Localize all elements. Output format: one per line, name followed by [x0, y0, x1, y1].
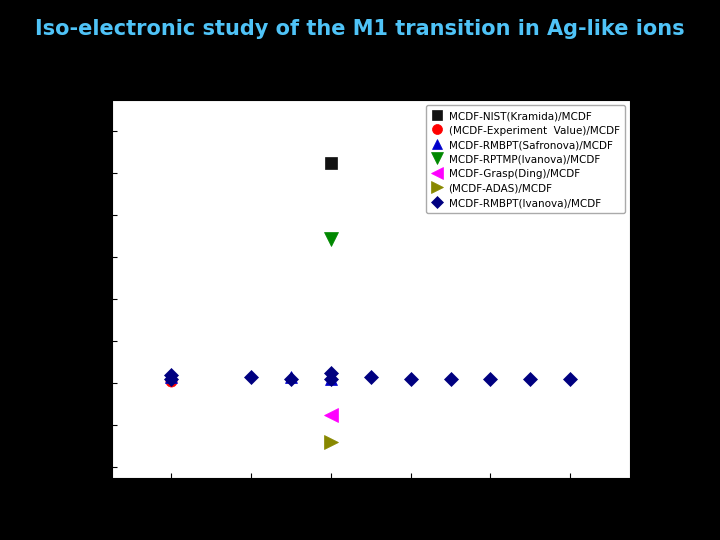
- MCDF-RMBPT(Ivanova)/MCDF: [167, 372, 176, 378]
- Text: Iso-electronic study of the M1 transition in Ag-like ions: Iso-electronic study of the M1 transitio…: [35, 19, 685, 39]
- MCDF-RMBPT(Ivanova)/MCDF: [287, 376, 295, 382]
- MCDF-RMBPT(Safronova)/MCDF: [287, 374, 295, 380]
- MCDF-RMBPT(Ivanova)/MCDF: [327, 370, 336, 376]
- Y-axis label: (MCDF-other value)/MCDF: (MCDF-other value)/MCDF: [48, 190, 63, 388]
- MCDF-RMBPT(Ivanova)/MCDF: [566, 376, 575, 382]
- MCDF-RMBPT(Ivanova)/MCDF: [486, 376, 495, 382]
- MCDF-RMBPT(Ivanova)/MCDF: [446, 376, 455, 382]
- MCDF-RMBPT(Ivanova)/MCDF: [327, 376, 336, 382]
- Line: MCDF-RMBPT(Ivanova)/MCDF: MCDF-RMBPT(Ivanova)/MCDF: [166, 368, 575, 384]
- X-axis label: Z: Z: [366, 501, 376, 516]
- MCDF-RMBPT(Ivanova)/MCDF: [526, 376, 535, 382]
- MCDF-RMBPT(Safronova)/MCDF: [167, 374, 176, 380]
- MCDF-RMBPT(Ivanova)/MCDF: [167, 376, 176, 382]
- MCDF-RMBPT(Ivanova)/MCDF: [247, 374, 256, 380]
- MCDF-RMBPT(Safronova)/MCDF: [327, 376, 336, 382]
- MCDF-RMBPT(Ivanova)/MCDF: [406, 376, 415, 382]
- Legend: MCDF-NIST(Kramida)/MCDF, (MCDF-Experiment  Value)/MCDF, MCDF-RMBPT(Safronova)/MC: MCDF-NIST(Kramida)/MCDF, (MCDF-Experimen…: [426, 105, 625, 213]
- Line: MCDF-RMBPT(Safronova)/MCDF: MCDF-RMBPT(Safronova)/MCDF: [166, 372, 336, 385]
- MCDF-RMBPT(Ivanova)/MCDF: [366, 374, 375, 380]
